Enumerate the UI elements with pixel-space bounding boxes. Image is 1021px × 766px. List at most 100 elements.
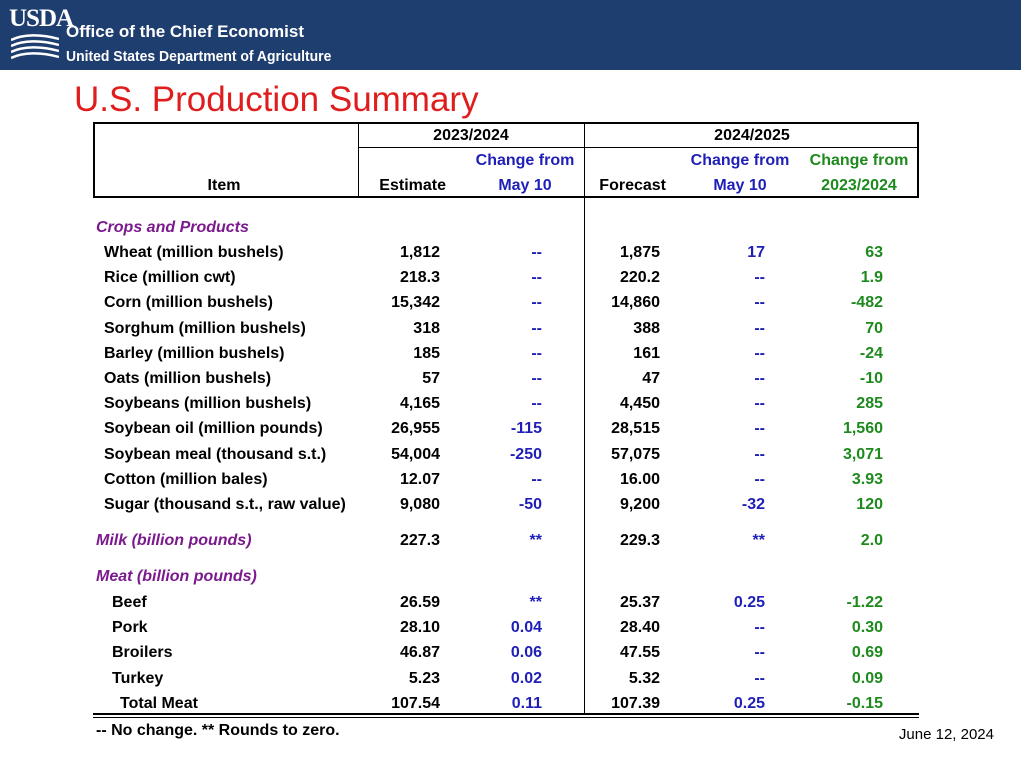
- change-yoy-cell: -24: [859, 344, 883, 362]
- forecast-cell: 47: [642, 370, 660, 387]
- item-cell: Broilers: [112, 644, 173, 662]
- forecast-cell: 28,515: [611, 420, 660, 438]
- usda-logo-hills-icon: [11, 34, 59, 60]
- item-cell: Beef: [112, 594, 147, 611]
- usda-logo: USDA: [9, 4, 74, 66]
- change-estimate-cell: 0.11: [511, 694, 542, 712]
- estimate-cell: 1,812: [399, 244, 440, 261]
- section-label-milk: Milk (billion pounds): [96, 532, 252, 549]
- estimate-cell: 28.10: [399, 619, 440, 637]
- forecast-cell: 16.00: [619, 470, 660, 488]
- header-bar: USDA Office of the Chief Economist Unite…: [0, 0, 1021, 70]
- change-estimate-cell: -250: [509, 445, 542, 463]
- estimate-cell: 54,004: [391, 445, 440, 463]
- item-cell: Barley (million bushels): [104, 344, 285, 362]
- change-yoy-cell: 0.69: [851, 644, 883, 662]
- change-yoy-cell: 3.93: [851, 470, 883, 488]
- change-forecast-cell: --: [754, 395, 765, 413]
- change-may10-forecast-header-line2: May 10: [713, 177, 767, 194]
- forecast-cell: 1,875: [619, 244, 660, 261]
- item-cell: Soybean oil (million pounds): [104, 420, 323, 438]
- change-forecast-cell: --: [754, 644, 765, 662]
- forecast-cell: 25.37: [619, 594, 660, 611]
- change-yoy-cell: 3,071: [842, 445, 883, 463]
- change-estimate-cell: --: [531, 395, 542, 413]
- estimate-column-header: Estimate: [379, 177, 446, 194]
- change-yoy-header-line1: Change from: [809, 152, 909, 169]
- item-cell: Sorghum (million bushels): [104, 319, 306, 337]
- estimate-cell: 26,955: [391, 420, 440, 438]
- estimate-cell: 26.59: [399, 594, 440, 611]
- milk-change-forecast: **: [752, 532, 765, 549]
- change-forecast-cell: -32: [741, 496, 765, 513]
- change-yoy-cell: 0.09: [851, 669, 883, 687]
- change-estimate-cell: 0.02: [510, 669, 542, 687]
- change-yoy-cell: 70: [865, 319, 883, 337]
- change-estimate-cell: 0.04: [510, 619, 542, 637]
- estimate-cell: 57: [422, 370, 440, 387]
- change-forecast-cell: 0.25: [733, 594, 765, 611]
- change-may10-forecast-header-line1: Change from: [690, 152, 790, 169]
- milk-forecast: 229.3: [619, 532, 660, 549]
- change-forecast-cell: --: [754, 445, 765, 463]
- forecast-cell: 28.40: [619, 619, 660, 637]
- forecast-column-header: Forecast: [599, 177, 666, 194]
- change-forecast-cell: --: [754, 269, 765, 287]
- change-yoy-cell: -0.15: [846, 694, 883, 712]
- forecast-cell: 47.55: [619, 644, 660, 662]
- change-forecast-cell: --: [754, 470, 765, 488]
- change-estimate-cell: --: [531, 319, 542, 337]
- estimate-cell: 12.07: [399, 470, 440, 488]
- forecast-cell: 220.2: [619, 269, 660, 287]
- forecast-cell: 107.39: [611, 694, 660, 712]
- change-yoy-cell: 285: [856, 395, 883, 413]
- estimate-cell: 185: [413, 344, 440, 362]
- change-yoy-cell: -10: [859, 370, 883, 387]
- milk-change-estimate: **: [529, 532, 542, 549]
- item-cell: Wheat (million bushels): [104, 244, 284, 261]
- change-may10-header-line2: May 10: [498, 177, 552, 194]
- estimate-cell: 318: [413, 319, 440, 337]
- change-yoy-cell: 1.9: [860, 269, 883, 287]
- estimate-cell: 5.23: [408, 669, 440, 687]
- change-forecast-cell: --: [754, 420, 765, 438]
- estimate-cell: 4,165: [399, 395, 440, 413]
- milk-estimate: 227.3: [399, 532, 440, 549]
- change-forecast-cell: --: [754, 294, 765, 312]
- change-estimate-cell: --: [531, 370, 542, 387]
- item-cell: Total Meat: [120, 694, 198, 712]
- org-name: Office of the Chief Economist: [66, 22, 305, 41]
- change-forecast-cell: --: [754, 344, 765, 362]
- period-header-2023: 2023/2024: [433, 127, 509, 144]
- forecast-cell: 9,200: [619, 496, 660, 513]
- item-cell: Pork: [112, 619, 148, 637]
- section-label-crops: Crops and Products: [96, 219, 249, 236]
- item-cell: Sugar (thousand s.t., raw value): [104, 496, 346, 513]
- change-yoy-cell: -1.22: [846, 594, 883, 611]
- forecast-cell: 161: [633, 344, 660, 362]
- item-cell: Rice (million cwt): [104, 269, 236, 287]
- change-estimate-cell: --: [531, 269, 542, 287]
- item-cell: Cotton (million bales): [104, 470, 268, 488]
- change-estimate-cell: --: [531, 244, 542, 261]
- change-estimate-cell: --: [531, 294, 542, 312]
- item-cell: Soybeans (million bushels): [104, 395, 312, 413]
- change-yoy-header-line2: 2023/2024: [821, 177, 897, 194]
- item-cell: Turkey: [112, 669, 164, 687]
- item-cell: Soybean meal (thousand s.t.): [104, 445, 327, 463]
- estimate-cell: 107.54: [391, 694, 440, 712]
- change-estimate-cell: -50: [518, 496, 542, 513]
- change-may10-header-line1: Change from: [475, 152, 575, 169]
- change-forecast-cell: 0.25: [733, 694, 765, 712]
- forecast-cell: 5.32: [628, 669, 660, 687]
- forecast-cell: 57,075: [611, 445, 660, 463]
- estimate-cell: 15,342: [391, 294, 440, 312]
- period-header-2024: 2024/2025: [714, 127, 790, 144]
- change-yoy-cell: -482: [850, 294, 883, 312]
- change-yoy-cell: 0.30: [851, 619, 883, 637]
- forecast-cell: 14,860: [611, 294, 660, 312]
- change-forecast-cell: 17: [747, 244, 765, 261]
- page-title: U.S. Production Summary: [74, 80, 479, 119]
- item-column-header: Item: [207, 177, 241, 194]
- usda-logo-text: USDA: [9, 5, 74, 32]
